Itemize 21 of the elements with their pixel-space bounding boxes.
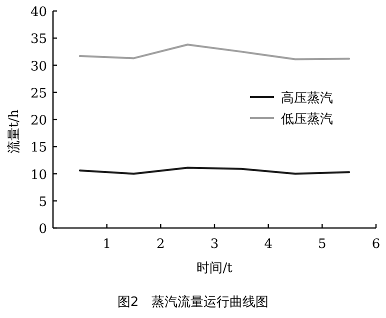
x-tick-label: 4 xyxy=(264,237,272,252)
y-tick-label: 25 xyxy=(30,86,47,102)
y-axis-title: 流量t/h xyxy=(6,108,22,154)
y-tick-label: 15 xyxy=(30,140,47,156)
x-tick-label: 5 xyxy=(318,237,326,252)
y-tick-label: 35 xyxy=(30,32,47,48)
y-tick-label: 30 xyxy=(30,59,47,74)
line-series xyxy=(78,44,350,60)
x-tick-label: 1 xyxy=(102,237,111,252)
y-tick-label: 20 xyxy=(30,114,47,128)
text: 图2 蒸汽流量运行曲线图 xyxy=(117,294,269,310)
y-tick-label: 10 xyxy=(30,168,47,183)
y-tick-label: 0 xyxy=(38,222,47,237)
x-tick-label: 2 xyxy=(156,237,165,252)
y-tick-label: 5 xyxy=(38,194,47,210)
legend-label: 低压蒸汽 xyxy=(281,112,333,127)
x-axis-title: 时间/t xyxy=(196,261,234,276)
y-tick-label: 40 xyxy=(30,5,47,20)
legend-label: 高压蒸汽 xyxy=(281,90,333,106)
x-tick-label: 3 xyxy=(210,237,219,252)
x-tick-label: 6 xyxy=(372,237,380,252)
